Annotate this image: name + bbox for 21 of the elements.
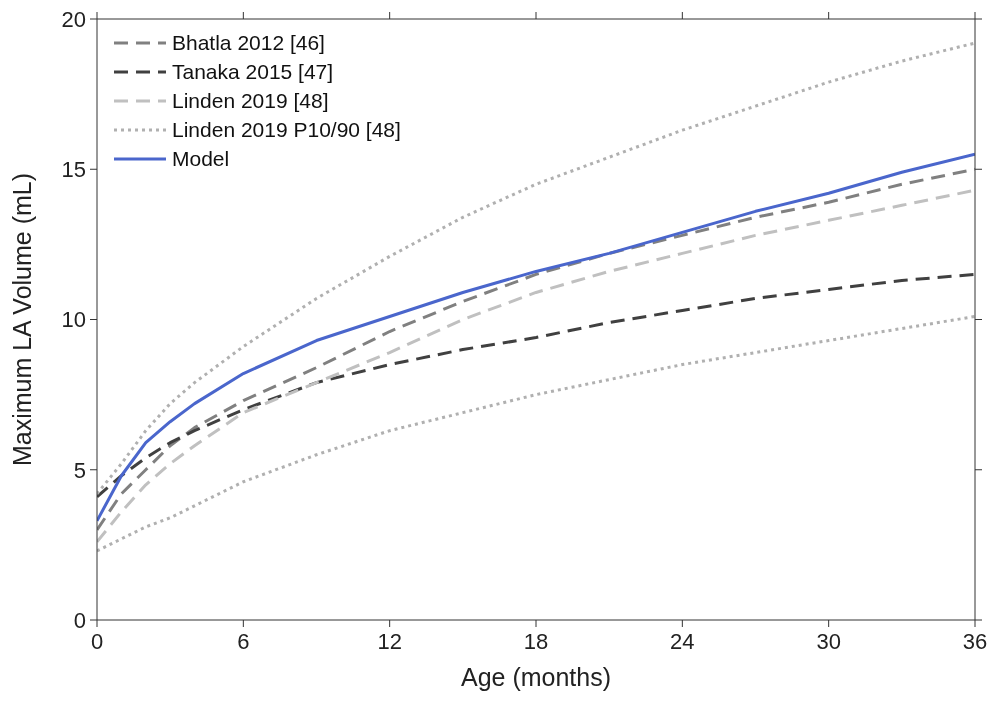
x-tick-label: 0 <box>90 628 104 654</box>
y-tick-label: 0 <box>73 607 86 633</box>
x-tick-label: 18 <box>523 628 549 654</box>
legend-label: Linden 2019 [48] <box>172 88 329 114</box>
x-axis-title: Age (months) <box>460 663 612 691</box>
legend-label: Linden 2019 P10/90 [48] <box>172 117 401 143</box>
x-tick-label: 12 <box>377 628 402 654</box>
legend-label: Bhatla 2012 [46] <box>172 30 325 56</box>
y-axis-title: Maximum LA Volume (mL) <box>7 172 36 467</box>
legend-label: Tanaka 2015 [47] <box>172 59 334 85</box>
y-tick-label: 5 <box>73 457 86 483</box>
x-tick-label: 30 <box>816 628 841 654</box>
legend-label: Model <box>172 146 230 172</box>
x-tick-label: 6 <box>237 628 250 654</box>
line-series <box>97 315 975 553</box>
line-series <box>97 272 975 499</box>
y-tick-label: 15 <box>61 157 86 183</box>
x-tick-label: 36 <box>962 628 988 654</box>
y-tick-label: 10 <box>61 307 86 333</box>
x-tick-label: 24 <box>670 628 695 654</box>
y-tick-label: 20 <box>61 6 86 32</box>
